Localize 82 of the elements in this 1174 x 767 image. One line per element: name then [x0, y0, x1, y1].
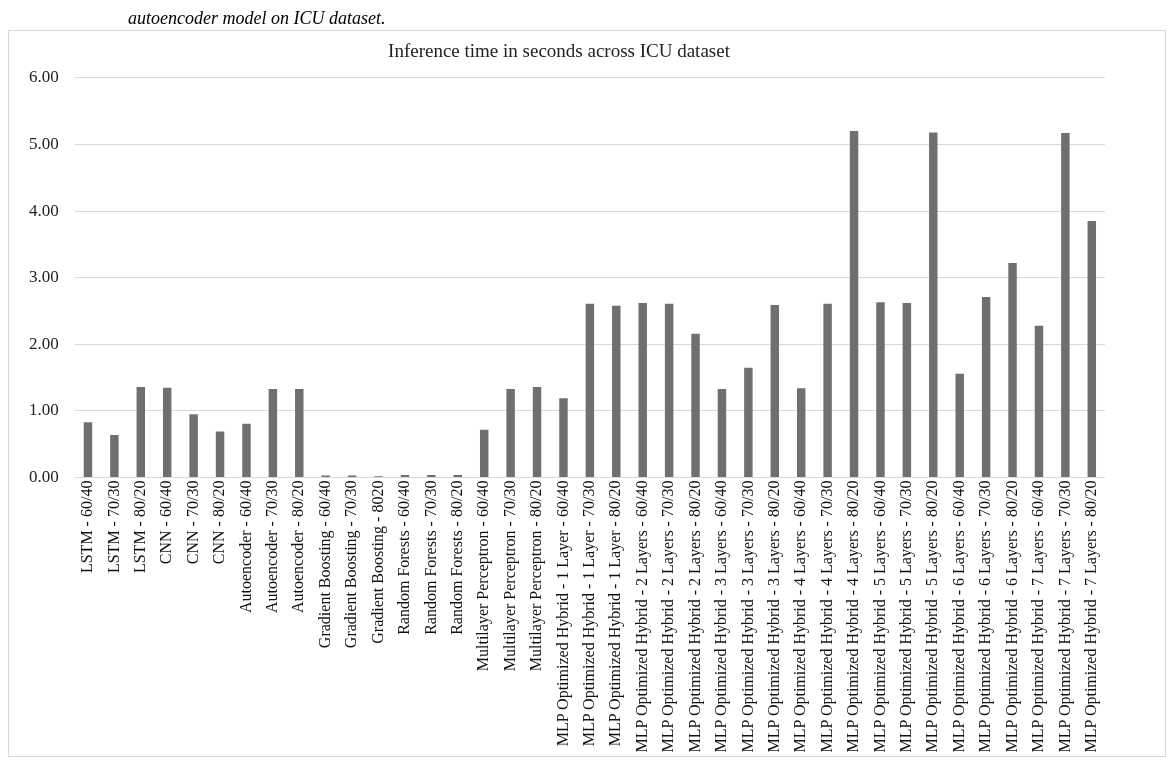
x-tick-label: Gradient Boosting - 60/40 [315, 480, 334, 649]
x-tick-label: MLP Optimized Hybrid - 1 Layer - 80/20 [606, 480, 625, 747]
bar [559, 398, 568, 478]
bar [83, 422, 93, 478]
bar [744, 367, 753, 478]
bar [1061, 133, 1070, 478]
bar [638, 303, 647, 478]
bar [427, 474, 436, 478]
x-tick-label: Multilayer Perceptron - 70/30 [500, 480, 519, 672]
x-tick-label: MLP Optimized Hybrid - 4 Layers - 60/40 [791, 480, 810, 753]
x-tick-label: MLP Optimized Hybrid - 1 Layer - 60/40 [553, 480, 572, 747]
y-tick-label: 2.00 [29, 333, 59, 353]
x-tick-label: Gradient Boosting - 8020 [368, 480, 387, 644]
x-tick-label: Random Forests - 70/30 [421, 480, 439, 635]
bar [1087, 221, 1097, 478]
bar [664, 303, 674, 478]
x-tick-label: MLP Optimized Hybrid - 3 Layers - 70/30 [738, 480, 757, 753]
x-tick-label: MLP Optimized Hybrid - 4 Layers - 70/30 [817, 480, 836, 753]
bar [876, 302, 885, 478]
bar [929, 132, 938, 478]
x-tick-label: MLP Optimized Hybrid - 5 Layers - 80/20 [923, 480, 942, 753]
bar [506, 388, 515, 478]
x-tick-label: MLP Optimized Hybrid - 6 Layers - 70/30 [976, 480, 995, 753]
x-tick-label: LSTM - 60/40 [78, 480, 96, 574]
x-tick-label: Multilayer Perceptron - 80/20 [527, 480, 546, 672]
bar [1008, 263, 1017, 478]
bar [902, 303, 912, 478]
y-tick-label: 1.00 [29, 400, 59, 420]
x-tick-label: MLP Optimized Hybrid - 2 Layers - 80/20 [685, 480, 704, 753]
x-tick-label: MLP Optimized Hybrid - 7 Layers - 60/40 [1029, 480, 1048, 753]
bar [691, 333, 700, 478]
x-tick-label: CNN - 80/20 [210, 480, 228, 565]
x-tick-label: MLP Optimized Hybrid - 2 Layers - 60/40 [632, 480, 651, 753]
y-tick-label: 0.00 [29, 467, 59, 487]
x-tick-label: MLP Optimized Hybrid - 6 Layers - 60/40 [949, 480, 968, 753]
x-tick-label: Autoencoder - 80/20 [289, 480, 307, 614]
bar [796, 388, 806, 478]
x-tick-label: MLP Optimized Hybrid - 3 Layers - 60/40 [712, 480, 731, 753]
bar [479, 429, 489, 478]
bar [823, 303, 832, 478]
x-tick-label: Random Forests - 80/20 [447, 480, 465, 635]
x-tick-label: MLP Optimized Hybrid - 5 Layers - 60/40 [870, 480, 889, 753]
bar [1034, 325, 1044, 478]
y-tick-label: 4.00 [29, 200, 59, 220]
x-tick-label: MLP Optimized Hybrid - 4 Layers - 80/20 [844, 480, 863, 753]
x-tick-label: Random Forests - 60/40 [395, 480, 413, 635]
x-tick-label: MLP Optimized Hybrid - 7 Layers - 80/20 [1081, 480, 1100, 753]
x-tick-label: LSTM - 70/30 [104, 480, 122, 574]
x-tick-label: CNN - 60/40 [157, 480, 175, 565]
x-tick-label: Gradient Boosting - 70/30 [342, 480, 361, 649]
bar [215, 431, 225, 478]
x-tick-label: Multilayer Perceptron - 60/40 [474, 480, 493, 672]
text: autoencoder model on ICU dataset. [127, 8, 387, 30]
y-tick-label: 3.00 [29, 267, 59, 287]
x-tick-label: MLP Optimized Hybrid - 7 Layers - 70/30 [1055, 480, 1074, 753]
bar [110, 434, 119, 478]
x-tick-label: Autoencoder - 70/30 [263, 480, 281, 614]
bar [612, 305, 621, 478]
x-tick-label: MLP Optimized Hybrid - 3 Layers - 80/20 [764, 480, 783, 753]
bar [189, 414, 198, 478]
bar [849, 131, 859, 478]
bar [295, 388, 304, 478]
bar [585, 303, 595, 478]
x-tick-label: LSTM - 80/20 [130, 480, 148, 574]
bar [770, 305, 780, 478]
x-tick-label: Autoencoder - 60/40 [236, 480, 254, 614]
x-tick-label: MLP Optimized Hybrid - 1 Layer - 70/30 [580, 480, 599, 747]
bar [981, 297, 991, 478]
y-tick-label: 5.00 [29, 133, 59, 153]
x-tick-label: CNN - 70/30 [183, 480, 201, 565]
x-tick-label: MLP Optimized Hybrid - 2 Layers - 70/30 [659, 480, 678, 753]
bar [955, 373, 964, 478]
bar [532, 386, 542, 478]
x-tick-label: MLP Optimized Hybrid - 5 Layers - 70/30 [897, 480, 916, 753]
chart-title: Inference time in seconds across ICU dataset [388, 40, 731, 62]
bar [242, 423, 251, 478]
bar [136, 386, 146, 478]
bar [717, 388, 727, 478]
bar [162, 387, 172, 478]
bar [268, 388, 278, 478]
x-tick-label: MLP Optimized Hybrid - 6 Layers - 80/20 [1002, 480, 1021, 753]
y-tick-label: 6.00 [29, 67, 59, 87]
